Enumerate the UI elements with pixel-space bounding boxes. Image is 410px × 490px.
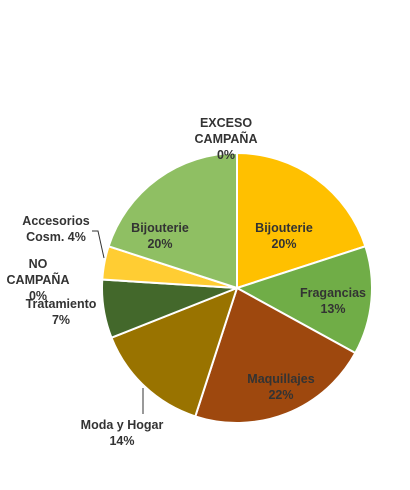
leader-lines: [92, 230, 144, 414]
slice-label-5: Tratamiento 7%: [26, 297, 97, 327]
pie-slice-bijouterie-1: [236, 151, 367, 290]
slice-label-3: Maquillajes 22%: [247, 372, 314, 402]
slice-label-4: Moda y Hogar 14%: [81, 418, 164, 448]
slice-label-2: Fragancias 13%: [300, 286, 366, 316]
pie-slice-maquillajes-3: [194, 286, 357, 424]
pie-slice-moda-y-hogar-4: [110, 286, 239, 418]
slice-labels: EXCESO CAMPAÑA 0% Bijouterie 20% Fragancias 13…: [7, 116, 367, 448]
leader-line-7: [92, 230, 105, 259]
slice-label-1: Bijouterie 20%: [255, 221, 313, 251]
slice-label-6: NO CAMPAÑA 0%: [7, 257, 70, 303]
slice-label-7: Accesorios Cosm. 4%: [22, 214, 89, 244]
slice-label-8: Bijouterie 20%: [131, 221, 189, 251]
pie-slice-fragancias-2: [234, 245, 373, 355]
pie-slice-bijouterie-8: [107, 151, 238, 290]
slice-label-0: EXCESO CAMPAÑA 0%: [195, 116, 258, 162]
pie-slices: [101, 151, 373, 424]
